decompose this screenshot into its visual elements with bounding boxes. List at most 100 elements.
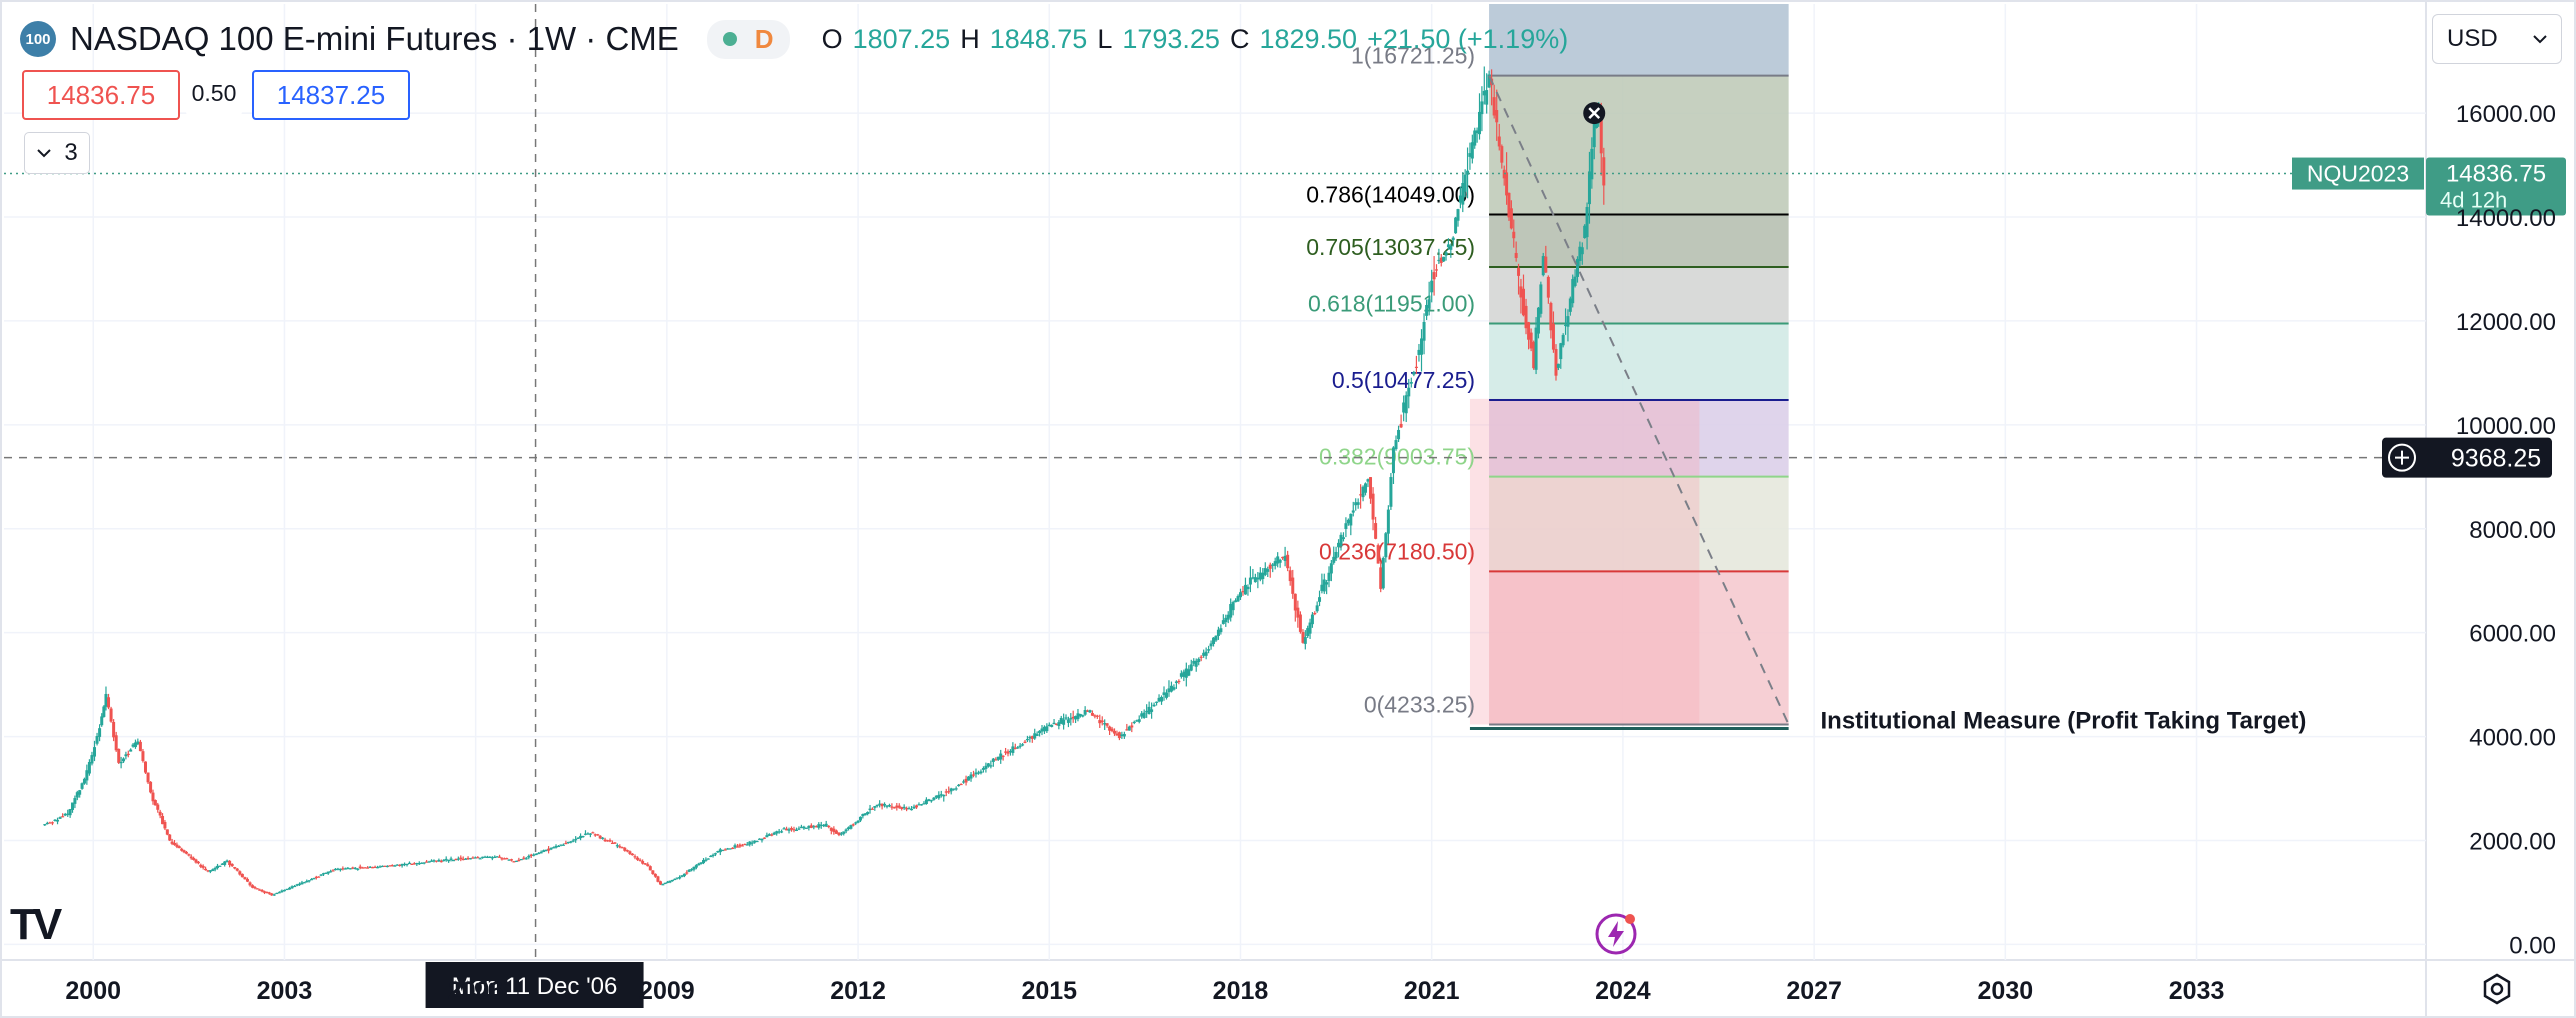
candle bbox=[1425, 304, 1429, 316]
candle bbox=[1509, 208, 1513, 229]
candle bbox=[398, 864, 402, 867]
settings-gear-icon[interactable] bbox=[2480, 972, 2514, 1006]
candle bbox=[1505, 172, 1509, 196]
indicators-toggle[interactable]: 3 bbox=[24, 132, 90, 174]
candle bbox=[731, 847, 735, 850]
tradingview-logo-icon[interactable]: TV bbox=[10, 900, 62, 949]
candle bbox=[934, 795, 938, 798]
symbol-logo[interactable]: 100 bbox=[20, 21, 56, 57]
candle bbox=[964, 778, 968, 783]
lightning-alert-icon[interactable] bbox=[1594, 912, 1638, 956]
candle bbox=[748, 841, 752, 845]
candle bbox=[124, 754, 128, 757]
candle bbox=[613, 842, 617, 844]
candle bbox=[1599, 110, 1603, 154]
candle bbox=[388, 865, 392, 867]
sell-price-button[interactable]: 14836.75 bbox=[22, 70, 180, 120]
candle bbox=[1110, 728, 1114, 732]
market-open-dot-icon bbox=[722, 32, 737, 46]
candle bbox=[1076, 713, 1080, 720]
candle bbox=[782, 828, 786, 830]
candle bbox=[449, 858, 453, 860]
candle bbox=[230, 863, 234, 867]
candle bbox=[847, 827, 851, 830]
candle bbox=[1251, 577, 1255, 579]
candle bbox=[743, 843, 747, 846]
candle bbox=[1349, 513, 1353, 526]
candle bbox=[687, 869, 691, 872]
candle bbox=[1016, 747, 1020, 749]
candle bbox=[694, 865, 698, 868]
currency-select[interactable]: USD bbox=[2432, 14, 2562, 64]
candle bbox=[149, 781, 153, 793]
candle bbox=[58, 817, 62, 819]
candle bbox=[1369, 477, 1373, 499]
candle bbox=[1105, 723, 1109, 726]
candle bbox=[1132, 721, 1136, 724]
add-alert-plus-icon[interactable] bbox=[2388, 443, 2416, 472]
buy-price-button[interactable]: 14837.25 bbox=[252, 70, 410, 120]
candle bbox=[989, 765, 993, 767]
symbol-title[interactable]: NASDAQ 100 E-mini Futures · 1W · CME bbox=[70, 20, 679, 57]
candle bbox=[675, 877, 679, 879]
candle bbox=[98, 728, 102, 737]
candle bbox=[1095, 715, 1099, 717]
candle bbox=[814, 826, 818, 828]
candle bbox=[1006, 751, 1010, 754]
symbol-price-tag bbox=[2292, 157, 2424, 190]
candle bbox=[1241, 591, 1245, 593]
candle bbox=[583, 833, 587, 835]
candle bbox=[189, 856, 193, 859]
candle bbox=[1376, 545, 1380, 564]
candle bbox=[225, 860, 229, 862]
candle bbox=[1025, 739, 1029, 741]
candle bbox=[1066, 719, 1070, 723]
time-tick-label: 2027 bbox=[1786, 977, 1842, 1005]
indicator-count: 3 bbox=[64, 139, 78, 166]
candle bbox=[967, 776, 971, 781]
candle bbox=[407, 862, 411, 865]
candle bbox=[141, 751, 145, 761]
candle bbox=[1286, 554, 1290, 569]
candle bbox=[1434, 269, 1438, 271]
candle bbox=[341, 868, 345, 870]
candle bbox=[574, 839, 578, 841]
candle bbox=[1040, 728, 1044, 732]
candle bbox=[1527, 322, 1531, 340]
candle bbox=[1266, 569, 1270, 572]
market-status[interactable]: D bbox=[706, 19, 790, 59]
close-marker-cross bbox=[1588, 107, 1601, 119]
candle bbox=[1291, 577, 1295, 594]
candle bbox=[844, 829, 848, 832]
candle bbox=[812, 826, 816, 828]
candle bbox=[1461, 182, 1465, 205]
candle bbox=[158, 811, 162, 816]
candlestick-series bbox=[43, 66, 1606, 896]
candle bbox=[282, 889, 286, 892]
candle bbox=[1507, 192, 1511, 218]
candle bbox=[75, 792, 79, 798]
candle bbox=[245, 879, 249, 882]
candle bbox=[912, 806, 916, 809]
candle bbox=[799, 826, 803, 828]
candle bbox=[248, 882, 252, 886]
candle bbox=[220, 863, 224, 865]
price-tick-label: 8000.00 bbox=[2469, 517, 2556, 544]
crosshair-price-tag bbox=[2382, 437, 2552, 478]
candle bbox=[579, 835, 583, 839]
crosshair-price-label: 9368.25 bbox=[2451, 445, 2541, 473]
bar-countdown-label: 4d 12h bbox=[2440, 188, 2507, 213]
candle bbox=[932, 797, 936, 800]
candle bbox=[924, 799, 928, 805]
candle bbox=[1339, 534, 1343, 547]
candle bbox=[544, 849, 548, 852]
candle bbox=[1318, 597, 1322, 602]
candle bbox=[493, 856, 497, 859]
candle bbox=[1236, 596, 1240, 602]
candle bbox=[1243, 584, 1247, 595]
trend-line[interactable] bbox=[1488, 75, 1790, 725]
candle bbox=[937, 794, 941, 799]
time-tick-label: 2009 bbox=[639, 977, 695, 1005]
